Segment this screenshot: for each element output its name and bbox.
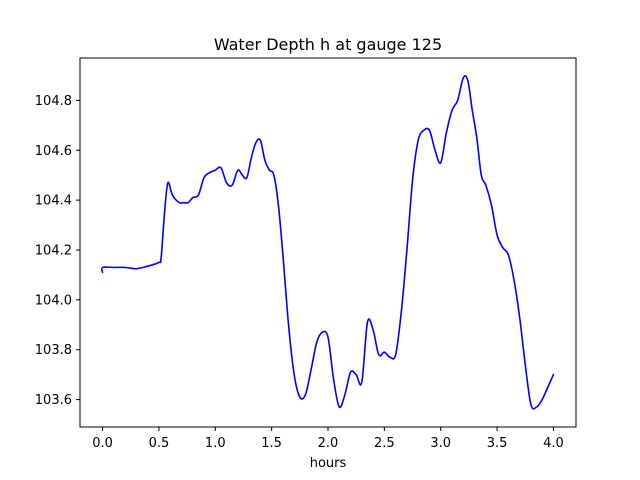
x-tick-label: 4.0	[543, 436, 564, 451]
x-tick-label: 2.5	[374, 436, 395, 451]
y-tick-label: 103.6	[35, 393, 72, 408]
x-tick-label: 1.0	[205, 436, 226, 451]
y-tick-label: 104.8	[35, 94, 72, 109]
x-axis: 0.0 0.5 1.0 1.5 2.0 2.5 3.0 3.5 4.0	[92, 427, 564, 451]
y-tick-label: 104.4	[35, 194, 72, 209]
y-tick-label: 104.2	[35, 243, 72, 258]
x-axis-label: hours	[310, 456, 347, 471]
y-tick-label: 104.0	[35, 293, 72, 308]
y-axis: 103.6 103.8 104.0 104.2 104.4 104.6 104.8	[35, 94, 80, 408]
x-tick-label: 0.5	[149, 436, 170, 451]
x-tick-label: 3.5	[487, 436, 508, 451]
x-tick-label: 0.0	[92, 436, 113, 451]
x-tick-label: 3.0	[430, 436, 451, 451]
series-line	[100, 75, 555, 410]
x-tick-label: 1.5	[261, 436, 282, 451]
plot-area	[100, 75, 555, 410]
y-tick-label: 103.8	[35, 343, 72, 358]
x-tick-label: 2.0	[318, 436, 339, 451]
y-tick-label: 104.6	[35, 144, 72, 159]
chart-title: Water Depth h at gauge 125	[214, 35, 442, 54]
